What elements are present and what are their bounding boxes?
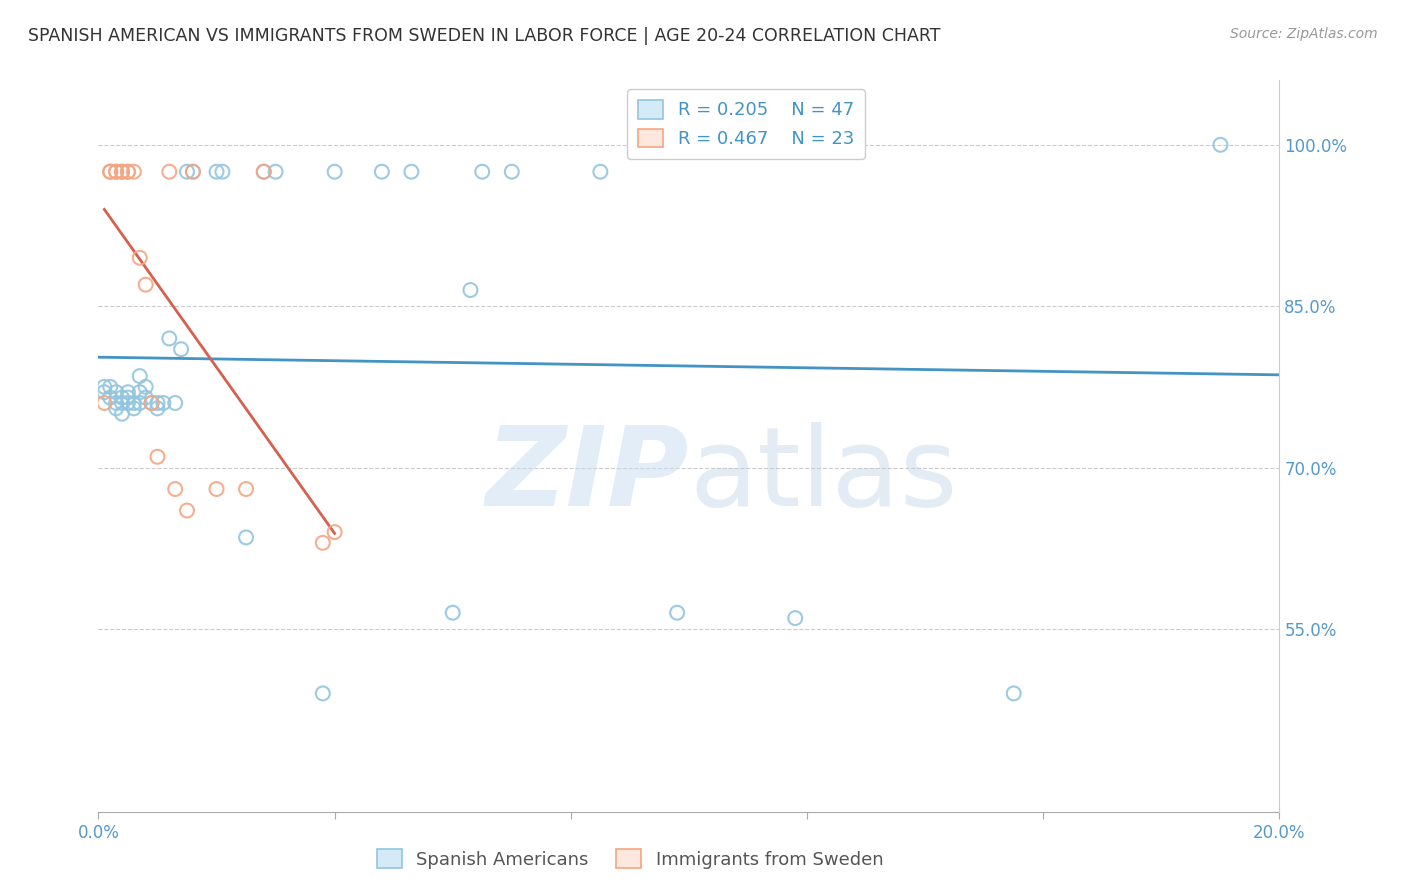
Point bbox=[98, 391, 121, 405]
Point bbox=[128, 385, 150, 400]
Text: SPANISH AMERICAN VS IMMIGRANTS FROM SWEDEN IN LABOR FORCE | AGE 20-24 CORRELATIO: SPANISH AMERICAN VS IMMIGRANTS FROM SWED… bbox=[28, 27, 941, 45]
Point bbox=[141, 396, 163, 410]
Point bbox=[589, 165, 612, 179]
Point bbox=[152, 396, 174, 410]
Point bbox=[323, 165, 346, 179]
Point bbox=[471, 165, 494, 179]
Point bbox=[117, 385, 139, 400]
Point bbox=[1002, 686, 1025, 700]
Text: ZIP: ZIP bbox=[485, 422, 689, 529]
Point bbox=[111, 407, 134, 421]
Point bbox=[323, 524, 346, 539]
Point bbox=[135, 277, 157, 292]
Point bbox=[93, 380, 115, 394]
Text: atlas: atlas bbox=[689, 422, 957, 529]
Point bbox=[128, 396, 150, 410]
Point bbox=[128, 369, 150, 384]
Point bbox=[105, 385, 128, 400]
Point bbox=[181, 165, 204, 179]
Point bbox=[122, 401, 145, 416]
Point bbox=[235, 530, 257, 544]
Point bbox=[501, 165, 523, 179]
Point bbox=[146, 450, 169, 464]
Point bbox=[666, 606, 689, 620]
Point bbox=[117, 391, 139, 405]
Point bbox=[157, 331, 180, 345]
Text: Source: ZipAtlas.com: Source: ZipAtlas.com bbox=[1230, 27, 1378, 41]
Point bbox=[98, 165, 121, 179]
Point bbox=[146, 401, 169, 416]
Point bbox=[176, 503, 198, 517]
Point bbox=[93, 396, 115, 410]
Point bbox=[1209, 137, 1232, 152]
Point bbox=[98, 380, 121, 394]
Point bbox=[785, 611, 807, 625]
Point bbox=[117, 396, 139, 410]
Point bbox=[105, 165, 128, 179]
Point bbox=[264, 165, 287, 179]
Point bbox=[135, 380, 157, 394]
Point bbox=[117, 165, 139, 179]
Point bbox=[205, 482, 228, 496]
Point bbox=[117, 165, 139, 179]
Point bbox=[253, 165, 276, 179]
Point bbox=[235, 482, 257, 496]
Point bbox=[176, 165, 198, 179]
Point bbox=[312, 686, 335, 700]
Point bbox=[111, 165, 134, 179]
Point bbox=[460, 283, 482, 297]
Point bbox=[105, 165, 128, 179]
Point bbox=[122, 165, 145, 179]
Point bbox=[181, 165, 204, 179]
Point bbox=[98, 165, 121, 179]
Point bbox=[141, 396, 163, 410]
Point bbox=[135, 391, 157, 405]
Point bbox=[111, 165, 134, 179]
Point bbox=[146, 396, 169, 410]
Point bbox=[157, 165, 180, 179]
Point bbox=[205, 165, 228, 179]
Point bbox=[105, 396, 128, 410]
Point bbox=[211, 165, 233, 179]
Point bbox=[170, 342, 193, 356]
Point bbox=[441, 606, 464, 620]
Point bbox=[105, 401, 128, 416]
Point bbox=[253, 165, 276, 179]
Point bbox=[165, 396, 187, 410]
Point bbox=[165, 482, 187, 496]
Point bbox=[93, 385, 115, 400]
Legend: Spanish Americans, Immigrants from Sweden: Spanish Americans, Immigrants from Swede… bbox=[370, 842, 890, 876]
Point bbox=[371, 165, 394, 179]
Point bbox=[128, 251, 150, 265]
Point bbox=[312, 536, 335, 550]
Point bbox=[401, 165, 423, 179]
Point bbox=[111, 391, 134, 405]
Point bbox=[122, 396, 145, 410]
Point bbox=[111, 396, 134, 410]
